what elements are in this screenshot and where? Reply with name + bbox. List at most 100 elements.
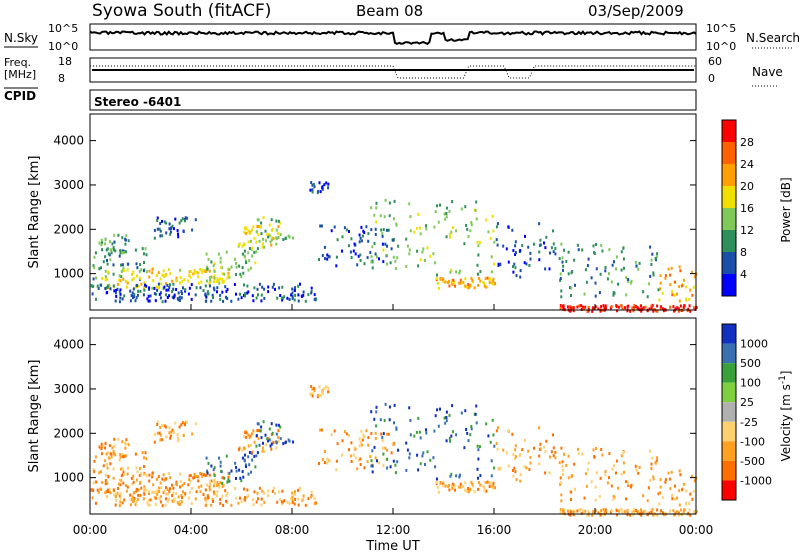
data-cell [268,234,271,238]
data-cell [94,455,97,459]
data-cell [255,454,258,458]
data-cell [473,490,476,494]
data-cell [213,288,216,292]
data-cell [442,481,445,485]
data-cell [455,474,458,478]
data-cell [362,433,365,437]
data-cell [513,262,516,266]
colorbar-tick-label: 100 [740,377,761,390]
data-cell [652,309,655,313]
data-cell [124,484,127,488]
data-cell [208,485,211,489]
data-cell [188,478,191,482]
data-cell [245,231,248,235]
data-cell [121,297,124,301]
data-cell [157,271,160,275]
data-cell [118,458,121,462]
data-cell [669,273,672,277]
data-cell [246,284,249,288]
data-cell [350,460,353,463]
data-cell [661,291,664,295]
data-cell [482,280,485,284]
data-cell [276,296,279,300]
data-cell [227,478,230,482]
data-cell [511,432,514,436]
freq-label: Freq. [4,56,31,69]
data-cell [133,499,135,503]
data-cell [650,263,653,266]
data-cell [471,278,474,282]
data-cell [129,289,132,293]
data-cell [156,219,159,222]
data-cell [463,242,466,246]
data-cell [600,244,603,247]
data-cell [493,282,496,286]
data-cell [632,509,635,513]
data-cell [429,254,432,258]
data-cell [133,496,136,500]
colorbar-tick-label: -25 [740,416,758,429]
data-cell [206,469,209,473]
data-cell [218,456,220,460]
data-cell [201,474,204,478]
data-cell [357,458,360,462]
data-cell [615,267,617,271]
data-cell [571,307,574,310]
data-cell [649,245,652,249]
data-cell [248,436,251,439]
data-cell [240,296,243,300]
data-cell [174,421,177,425]
data-cell [492,277,495,281]
data-cell [145,270,148,274]
data-cell [539,447,542,451]
data-cell [260,299,263,303]
data-cell [642,510,645,514]
data-cell [586,309,589,313]
data-cell [113,493,116,497]
data-cell [365,225,368,229]
data-cell [256,218,259,222]
data-cell [437,286,440,290]
data-cell [205,299,208,303]
data-cell [106,481,109,485]
data-cell [106,262,109,266]
data-cell [278,490,281,494]
data-cell [374,456,377,460]
data-cell [205,503,208,507]
data-cell [470,480,473,484]
data-cell [148,286,151,290]
data-cell [279,221,282,225]
data-cell [692,285,695,289]
data-cell [271,431,274,435]
data-cell [169,436,172,440]
data-cell [253,440,256,444]
data-cell [678,285,681,289]
data-cell [477,244,480,248]
data-cell [177,235,180,239]
data-cell [244,498,247,502]
data-cell [652,513,655,517]
data-cell [558,461,561,465]
data-cell [569,509,571,513]
data-cell [152,279,155,283]
data-cell [260,232,263,236]
data-cell [257,293,259,297]
data-cell [164,425,167,429]
data-cell [649,478,652,482]
data-cell [243,447,246,451]
data-cell [218,485,221,489]
data-cell [313,185,316,189]
data-cell [269,240,272,244]
data-cell [387,228,390,232]
data-cell [409,433,412,437]
data-cell [178,221,181,225]
data-cell [362,229,365,233]
data-cell [445,416,448,419]
data-cell [566,305,569,309]
data-cell [311,387,314,391]
power-data-cells [90,181,698,313]
data-cell [251,450,254,454]
data-cell [496,222,499,226]
data-cell [491,214,494,218]
data-cell [559,481,562,484]
